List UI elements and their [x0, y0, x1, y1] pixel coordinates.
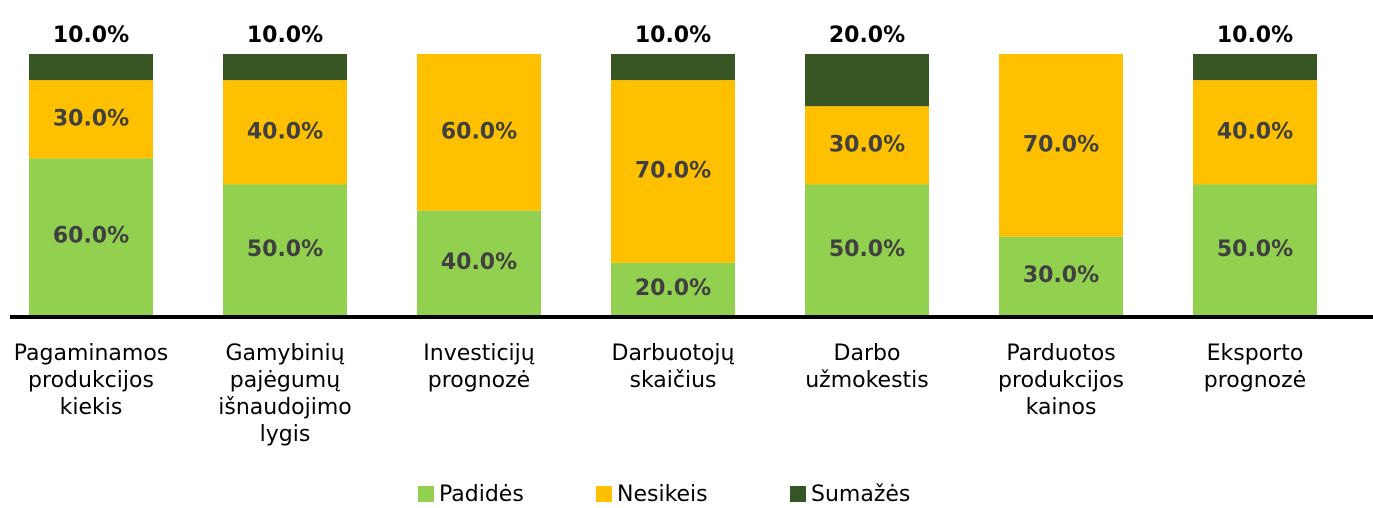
data-label: 40.0%	[247, 119, 323, 144]
legend-swatch	[418, 486, 434, 502]
data-label: 70.0%	[1023, 132, 1099, 157]
bar-segment	[29, 80, 153, 159]
x-tick-label: Investicijų prognozė	[423, 341, 535, 393]
x-tick-label: Pagaminamos produkcijos kiekis	[13, 341, 169, 420]
bar-segment	[611, 54, 735, 81]
bar-segment	[611, 262, 735, 315]
data-label: 30.0%	[1023, 263, 1099, 288]
bar-segment	[805, 184, 929, 315]
data-label: 10.0%	[53, 23, 129, 48]
legend-label: Nesikeis	[617, 482, 708, 507]
data-label: 40.0%	[441, 250, 517, 275]
bar-segment	[417, 210, 541, 315]
bar-segment	[29, 158, 153, 315]
x-tick-label: Darbuotojų skaičius	[611, 341, 735, 393]
data-label: 60.0%	[53, 224, 129, 249]
data-label: 10.0%	[247, 23, 323, 48]
bar-segment	[223, 54, 347, 81]
x-tick-label: Eksporto prognozė	[1203, 341, 1307, 393]
bar-segment	[1193, 54, 1317, 81]
data-label: 10.0%	[635, 23, 711, 48]
x-tick-label: Darbo užmokestis	[805, 341, 929, 393]
legend-swatch	[596, 486, 612, 502]
data-label: 10.0%	[1217, 23, 1293, 48]
legend-swatch	[790, 486, 806, 502]
bar-segment	[29, 54, 153, 81]
data-label: 60.0%	[441, 119, 517, 144]
legend-label: Padidės	[439, 482, 524, 507]
x-tick-label: Parduotos produkcijos kainos	[998, 341, 1124, 420]
data-label: 40.0%	[1217, 119, 1293, 144]
data-label: 20.0%	[635, 276, 711, 301]
bar-segment	[223, 184, 347, 315]
bar-segment	[223, 80, 347, 185]
data-label: 20.0%	[829, 23, 905, 48]
bar-segment	[805, 54, 929, 107]
legend-label: Sumažės	[811, 482, 910, 507]
data-label: 30.0%	[53, 106, 129, 131]
bar-segment	[999, 236, 1123, 315]
bar-segment	[611, 80, 735, 263]
bar-segment	[1193, 184, 1317, 315]
bar-segment	[805, 106, 929, 185]
data-label: 70.0%	[635, 158, 711, 183]
data-label: 30.0%	[829, 132, 905, 157]
bar-segment	[999, 54, 1123, 237]
bar-segment	[1193, 80, 1317, 185]
bar-segment	[417, 54, 541, 211]
data-label: 50.0%	[1217, 237, 1293, 262]
x-tick-label: Gamybinių pajėgumų išnaudojimo lygis	[218, 341, 352, 447]
data-label: 50.0%	[829, 237, 905, 262]
data-label: 50.0%	[247, 237, 323, 262]
